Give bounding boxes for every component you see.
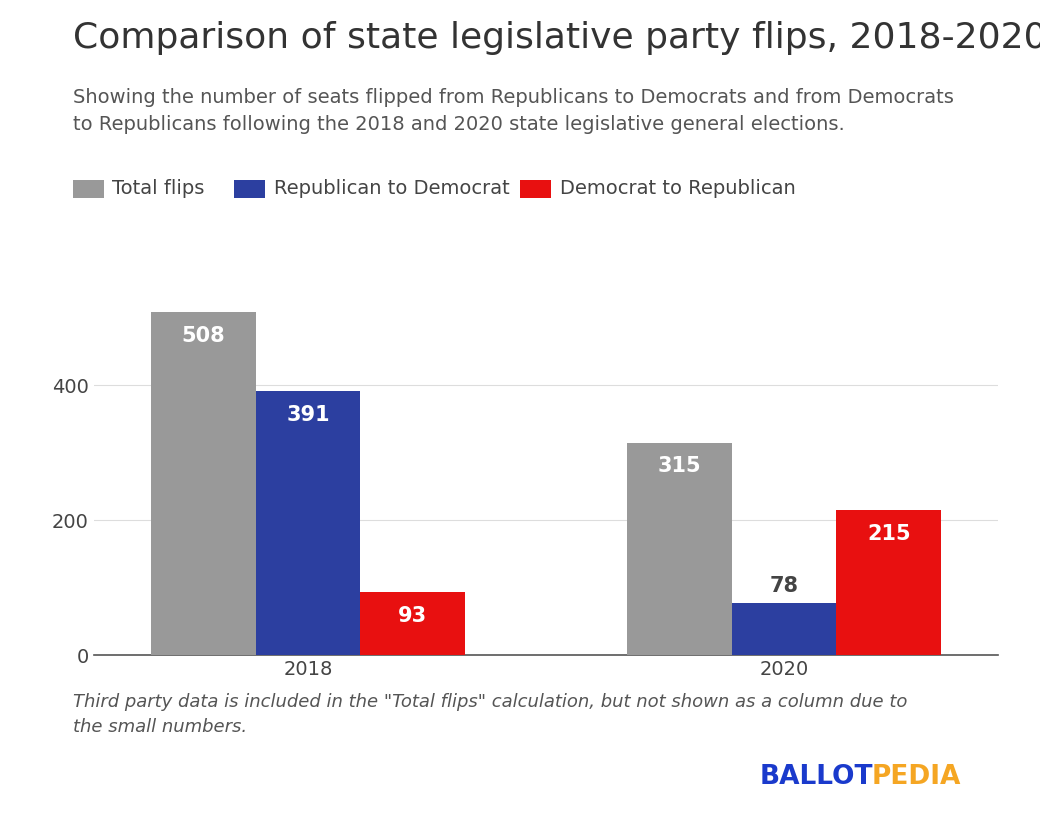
Text: Showing the number of seats flipped from Republicans to Democrats and from Democ: Showing the number of seats flipped from… [73,88,954,134]
Bar [151,312,256,655]
Text: 215: 215 [867,523,911,543]
Bar [732,602,836,655]
Text: Third party data is included in the "Total flips" calculation, but not shown as : Third party data is included in the "Tot… [73,693,907,736]
Bar [627,443,732,655]
Text: 508: 508 [181,326,225,346]
Bar [256,391,360,655]
Text: Democrat to Republican: Democrat to Republican [560,180,796,198]
Bar [360,592,465,655]
Text: 93: 93 [398,606,427,626]
Text: Comparison of state legislative party flips, 2018-2020: Comparison of state legislative party fl… [73,21,1040,55]
Text: Republican to Democrat: Republican to Democrat [274,180,510,198]
Text: BALLOT: BALLOT [759,764,873,790]
Text: 391: 391 [286,405,330,425]
Text: Total flips: Total flips [112,180,205,198]
Bar [836,510,941,655]
Text: 315: 315 [657,456,701,476]
Text: 78: 78 [770,575,799,596]
Text: PEDIA: PEDIA [872,764,961,790]
